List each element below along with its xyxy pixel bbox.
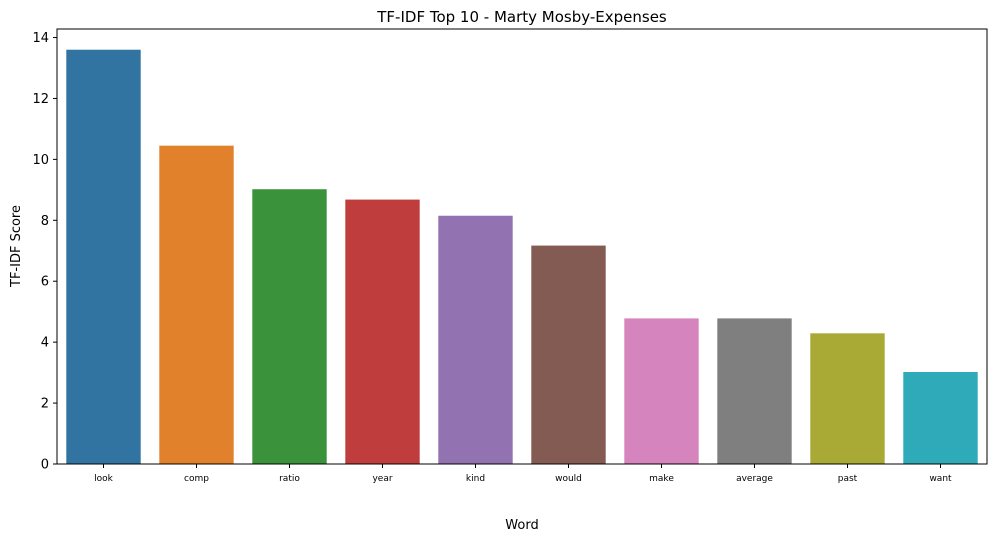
x-axis: look comp ratio year kind would make average pas…	[94, 464, 952, 484]
y-tick-label-0: 0	[41, 458, 49, 473]
bar-make	[624, 318, 699, 464]
x-axis-label: Word	[505, 518, 538, 533]
y-tick-label-4: 4	[41, 336, 49, 351]
x-tick-label-average: average	[736, 474, 773, 484]
x-tick-label-would: would	[555, 474, 582, 484]
bar-comp	[159, 145, 234, 464]
bar-would	[531, 245, 606, 464]
x-tick-label-make: make	[649, 474, 674, 484]
x-tick-label-look: look	[94, 474, 114, 484]
bar-ratio	[252, 189, 327, 465]
bar-year	[345, 199, 420, 464]
bar-want	[903, 372, 978, 464]
y-tick-label-10: 10	[32, 153, 49, 168]
plot-frame	[56, 28, 988, 465]
x-tick-label-kind: kind	[466, 474, 485, 484]
chart-title: TF-IDF Top 10 - Marty Mosby-Expenses	[376, 8, 667, 26]
y-tick-label-2: 2	[41, 397, 49, 412]
y-tick-label-12: 12	[32, 92, 49, 107]
bar-look	[66, 49, 141, 464]
y-axis: 0 2 4 6 8 10 12 14	[32, 31, 57, 473]
y-tick-label-8: 8	[41, 214, 49, 229]
x-tick-label-want: want	[929, 474, 952, 484]
x-tick-label-past: past	[838, 474, 858, 484]
y-axis-label: TF-IDF Score	[9, 205, 24, 288]
bar-kind	[438, 215, 513, 464]
x-tick-label-year: year	[372, 474, 392, 484]
bar-average	[717, 318, 792, 464]
x-tick-label-ratio: ratio	[279, 474, 300, 484]
bars-group	[66, 49, 978, 465]
y-tick-label-6: 6	[41, 275, 49, 290]
y-tick-label-14: 14	[32, 31, 49, 46]
x-tick-label-comp: comp	[184, 474, 209, 484]
bar-past	[810, 333, 885, 464]
